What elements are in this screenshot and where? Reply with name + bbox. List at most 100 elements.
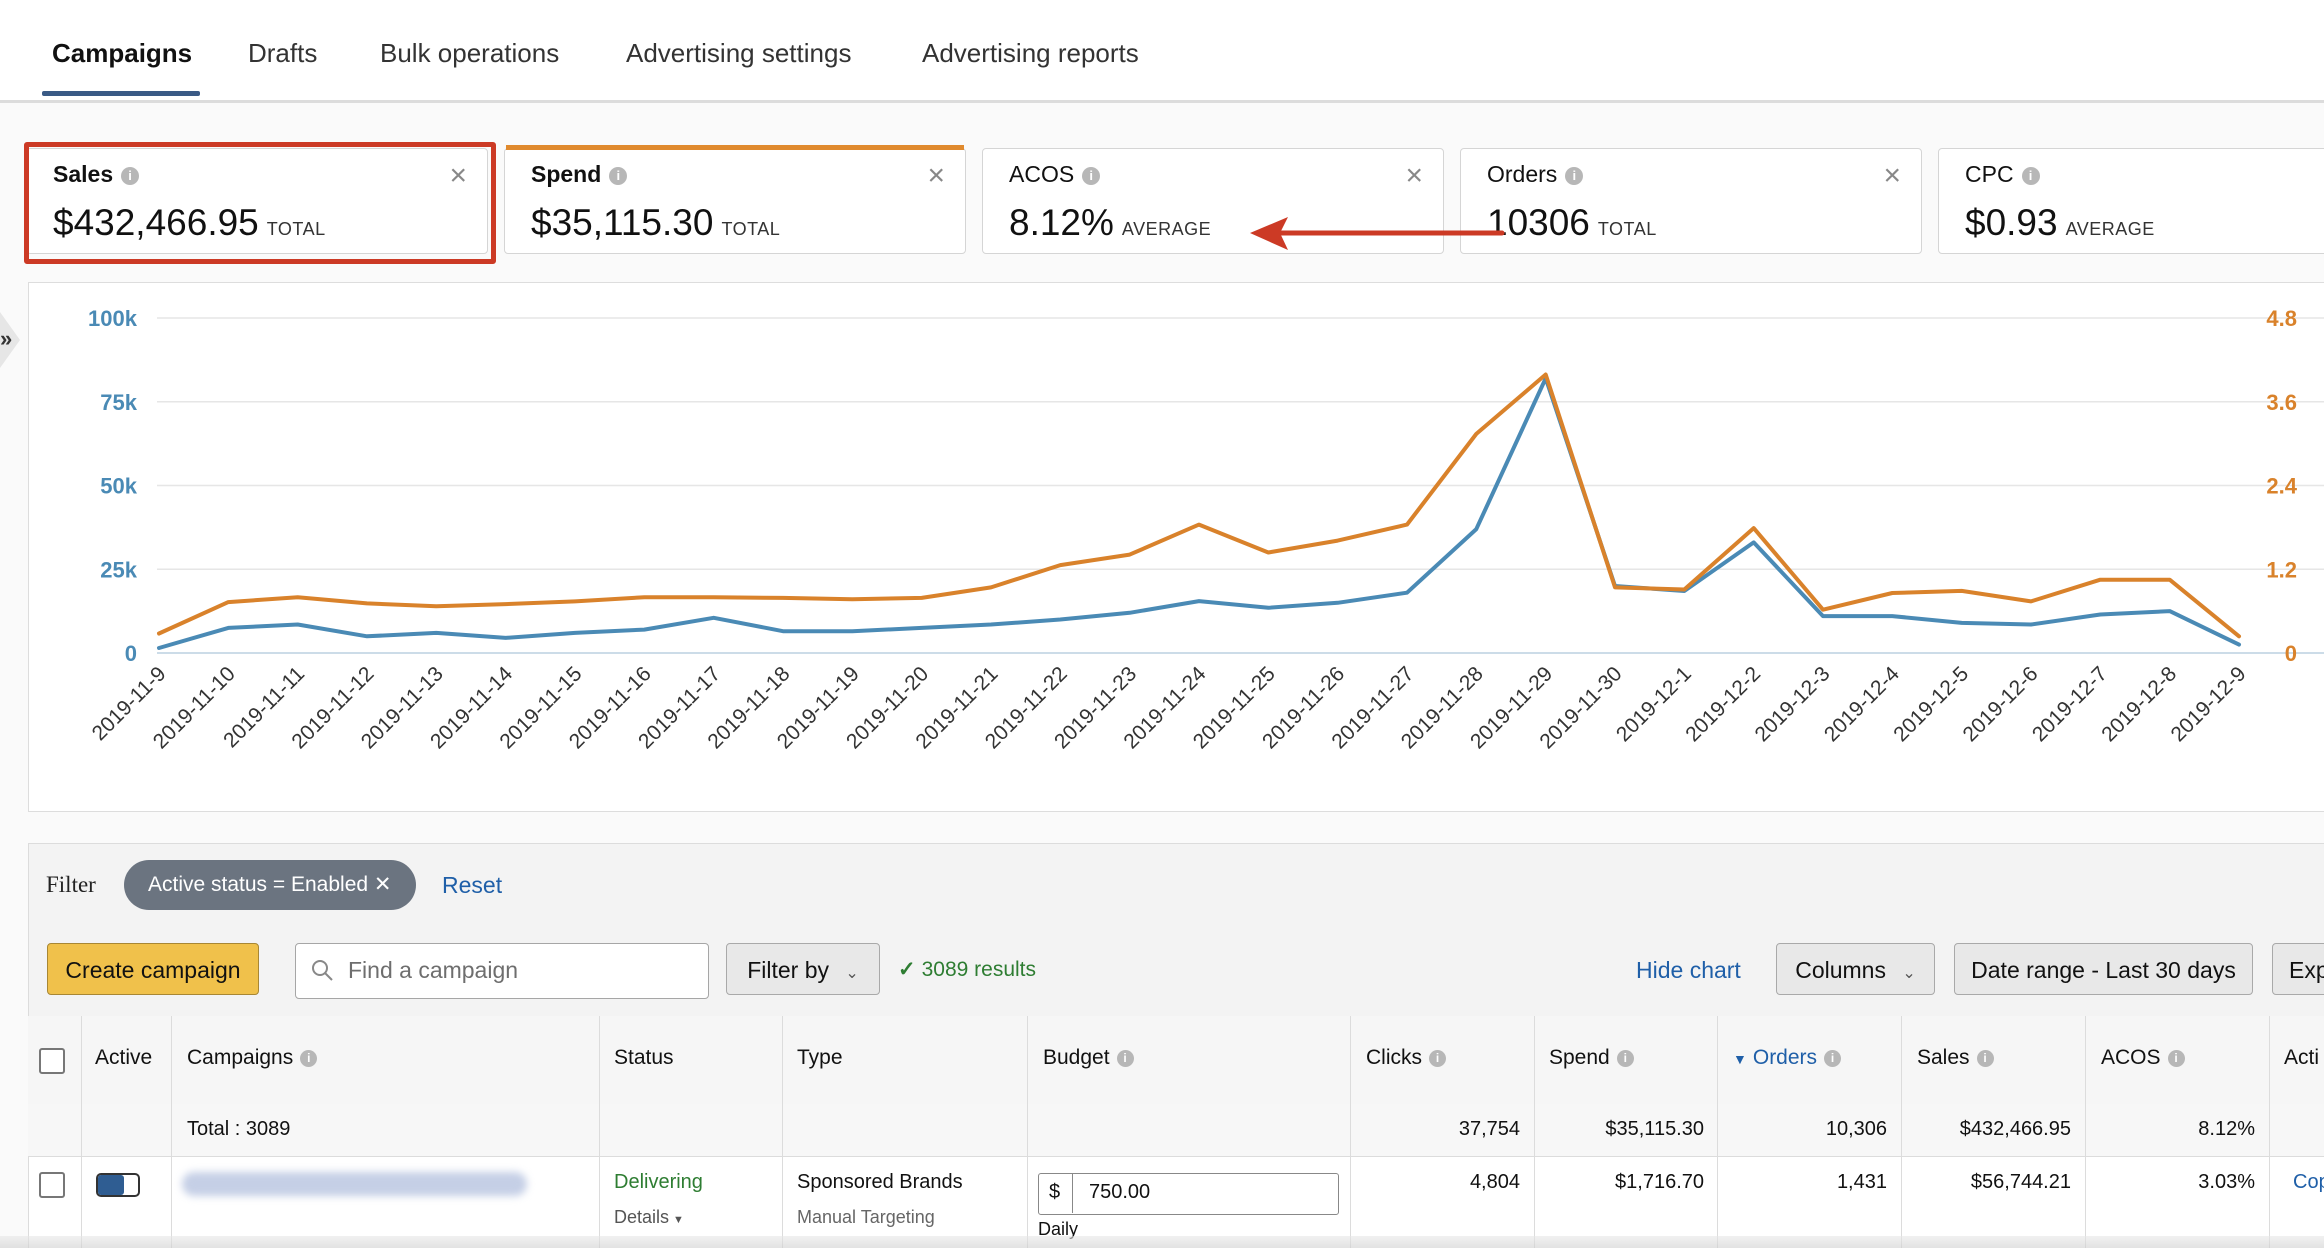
- currency-symbol: $: [1049, 1181, 1061, 1203]
- info-icon[interactable]: i: [1824, 1050, 1842, 1067]
- metric-label: Orders: [1487, 161, 1558, 187]
- header-clicks[interactable]: Clicks i: [1366, 1046, 1446, 1070]
- total-orders: 10,306: [1825, 1118, 1887, 1140]
- hide-chart-link[interactable]: Hide chart: [1636, 957, 1741, 983]
- create-campaign-button[interactable]: Create campaign: [47, 943, 259, 995]
- filter-by-label: Filter by: [747, 957, 829, 983]
- sales-highlight-box: [24, 142, 496, 264]
- info-icon[interactable]: i: [121, 167, 140, 185]
- info-icon[interactable]: i: [1429, 1050, 1446, 1067]
- tab-bulk-operations[interactable]: Bulk operations: [380, 38, 560, 68]
- chart-panel: 0 0 25k 1.2 50k 2.4 75k 3.6 100k 4.8 2019-11-9 2019…: [28, 282, 2324, 812]
- caret-down-icon: ▼: [673, 1214, 684, 1226]
- series-line-right: [157, 372, 2241, 639]
- spend-color-bar: [506, 145, 964, 150]
- search-input[interactable]: [295, 943, 709, 999]
- header-actions[interactable]: Acti: [2284, 1046, 2320, 1069]
- y-tick-left: 50k: [100, 474, 137, 499]
- column-divider: [1350, 1016, 1351, 1248]
- info-icon[interactable]: i: [2167, 1050, 2185, 1067]
- filter-label: Filter: [46, 872, 96, 897]
- row-orders: 1,431: [1836, 1171, 1887, 1193]
- metric-card-sales[interactable]: Sales i × $432,466.95 TOTAL: [26, 148, 488, 254]
- tab-campaigns[interactable]: Campaigns: [52, 38, 193, 68]
- info-icon[interactable]: i: [2021, 167, 2040, 185]
- info-icon[interactable]: i: [300, 1050, 318, 1067]
- tab-drafts[interactable]: Drafts: [248, 38, 318, 68]
- currency-divider: [1072, 1173, 1073, 1213]
- tab-advertising-settings[interactable]: Advertising settings: [626, 38, 852, 68]
- row-checkbox[interactable]: [39, 1172, 65, 1198]
- select-all-checkbox[interactable]: [39, 1048, 65, 1074]
- columns-label: Columns: [1795, 957, 1886, 983]
- filter-by-dropdown[interactable]: Filter by ⌄: [726, 943, 880, 995]
- budget-period: Daily: [1038, 1219, 1079, 1239]
- header-campaigns[interactable]: Campaigns i: [187, 1046, 318, 1070]
- header-budget[interactable]: Budget i: [1043, 1046, 1134, 1070]
- filter-chip-active-status[interactable]: Active status = Enabled ✕: [124, 860, 416, 910]
- info-icon[interactable]: i: [1116, 1050, 1134, 1067]
- header-active[interactable]: Active: [95, 1046, 153, 1069]
- metric-sub: TOTAL: [1597, 219, 1657, 239]
- search-placeholder: Find a campaign: [348, 957, 519, 983]
- column-divider: [1717, 1016, 1718, 1248]
- campaign-name-redacted[interactable]: [182, 1172, 527, 1196]
- header-spend[interactable]: Spend i: [1549, 1046, 1634, 1070]
- active-tab-indicator: [42, 91, 200, 96]
- y-tick-left: 100k: [88, 306, 138, 331]
- status-delivering: Delivering: [614, 1171, 703, 1193]
- top-nav: Campaigns Drafts Bulk operations Adverti…: [0, 0, 2324, 103]
- columns-dropdown[interactable]: Columns ⌄: [1776, 943, 1935, 995]
- checkmark-icon: ✓: [898, 958, 916, 981]
- info-icon[interactable]: i: [1616, 1050, 1634, 1067]
- header-sales[interactable]: Sales i: [1917, 1046, 1994, 1070]
- row-acos: 3.03%: [2198, 1171, 2255, 1193]
- column-divider: [1534, 1016, 1535, 1248]
- table-total-row: [28, 1104, 2324, 1157]
- column-divider: [171, 1016, 172, 1248]
- copy-link[interactable]: Cop: [2293, 1171, 2324, 1193]
- active-toggle-fill: [98, 1175, 124, 1195]
- search-icon: [312, 960, 333, 981]
- column-divider: [599, 1016, 600, 1248]
- tab-advertising-reports[interactable]: Advertising reports: [922, 38, 1139, 68]
- metric-label: ACOS: [1009, 161, 1075, 187]
- header-status[interactable]: Status: [614, 1046, 674, 1069]
- y-tick-left: 0: [125, 641, 137, 666]
- chevron-down-icon: ⌄: [1902, 965, 1916, 982]
- double-chevron-icon: »: [0, 326, 13, 351]
- export-button[interactable]: Exp: [2272, 943, 2324, 995]
- info-icon[interactable]: i: [1976, 1050, 1994, 1067]
- x-tick-label: 2019-12-1: [1612, 662, 1696, 746]
- metric-card-cpc[interactable]: CPC i $0.93 AVERAGE: [1938, 148, 2324, 254]
- date-range-button[interactable]: Date range - Last 30 days: [1954, 943, 2253, 995]
- close-icon[interactable]: ×: [1883, 159, 1901, 192]
- y-tick-right: 1.2: [2266, 557, 2297, 582]
- close-icon[interactable]: ×: [449, 159, 467, 192]
- metric-card-acos[interactable]: ACOS i × 8.12% AVERAGE: [982, 148, 1444, 254]
- campaign-type: Sponsored Brands: [797, 1171, 963, 1193]
- header-acos[interactable]: ACOS i: [2101, 1046, 2185, 1070]
- column-divider: [81, 1016, 82, 1248]
- header-orders[interactable]: ▼ Orders i: [1733, 1046, 1842, 1070]
- sort-desc-icon: ▼: [1733, 1051, 1747, 1067]
- x-tick-label: 2019-12-3: [1751, 662, 1835, 746]
- metric-card-spend[interactable]: Spend i × $35,115.30 TOTAL: [504, 148, 966, 254]
- info-icon[interactable]: i: [609, 167, 628, 185]
- row-spend: $1,716.70: [1615, 1171, 1704, 1193]
- close-icon[interactable]: ×: [1405, 159, 1423, 192]
- x-tick-label: 2019-12-9: [2167, 662, 2251, 746]
- row-sales: $56,744.21: [1970, 1171, 2071, 1193]
- header-type[interactable]: Type: [797, 1046, 843, 1069]
- budget-value: 750.00: [1089, 1181, 1151, 1203]
- total-label: Total : 3089: [187, 1118, 291, 1140]
- details-dropdown[interactable]: Details ▼: [614, 1207, 684, 1227]
- info-icon[interactable]: i: [1565, 167, 1584, 185]
- metric-label: CPC: [1965, 161, 2014, 187]
- close-icon[interactable]: ×: [927, 159, 945, 192]
- reset-link[interactable]: Reset: [442, 872, 503, 898]
- budget-input[interactable]: [1038, 1173, 1339, 1215]
- metric-card-orders[interactable]: Orders i × 10306 TOTAL: [1460, 148, 1922, 254]
- info-icon[interactable]: i: [1082, 167, 1101, 185]
